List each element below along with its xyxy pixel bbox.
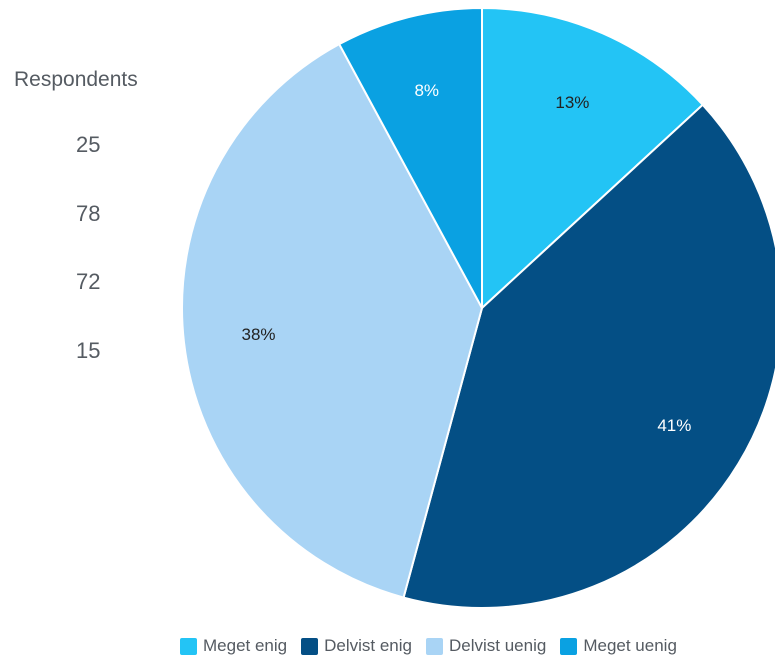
legend-label: Delvist enig — [324, 636, 412, 655]
pie-slice-meget-uenig[interactable] — [337, 6, 483, 309]
respondent-count-delvist-enig: 78 — [76, 200, 101, 226]
legend-item-meget-enig[interactable]: Meget enig — [180, 636, 287, 656]
pie-label-meget-enig: 13% — [555, 93, 589, 112]
respondent-count-meget-enig: 25 — [76, 132, 101, 157]
pie-label-delvist-enig: 41% — [657, 416, 691, 435]
side-panel-values: 25 78 72 15 — [76, 128, 100, 402]
side-panel-title: Respondents — [14, 68, 138, 91]
legend-item-delvist-uenig[interactable]: Delvist uenig — [426, 636, 546, 656]
legend-label: Meget enig — [203, 636, 288, 655]
legend-item-delvist-enig[interactable]: Delvist enig — [301, 636, 412, 656]
pie-slice-meget-enig[interactable] — [481, 6, 705, 311]
legend-swatch — [426, 637, 443, 655]
pie-slice-delvist-enig[interactable] — [402, 103, 775, 609]
legend-swatch — [301, 637, 319, 655]
pie-label-delvist-uenig: 38% — [241, 325, 275, 344]
legend-swatch — [180, 637, 197, 655]
legend-label: Delvist uenig — [449, 636, 547, 655]
legend-item-meget-uenig[interactable]: Meget uenig — [560, 636, 677, 656]
respondent-count-meget-uenig: 15 — [76, 337, 101, 363]
pie-slice-delvist-uenig[interactable] — [181, 42, 484, 599]
pie-chart: 13% 41% 38% 8% — [181, 6, 775, 609]
pie-label-meget-uenig: 8% — [414, 81, 439, 100]
legend-label: Meget uenig — [583, 636, 677, 655]
legend: Meget enig Delvist enig Delvist uenig Me… — [180, 636, 677, 656]
legend-swatch — [560, 637, 578, 655]
respondent-count-delvist-uenig: 72 — [76, 269, 101, 294]
